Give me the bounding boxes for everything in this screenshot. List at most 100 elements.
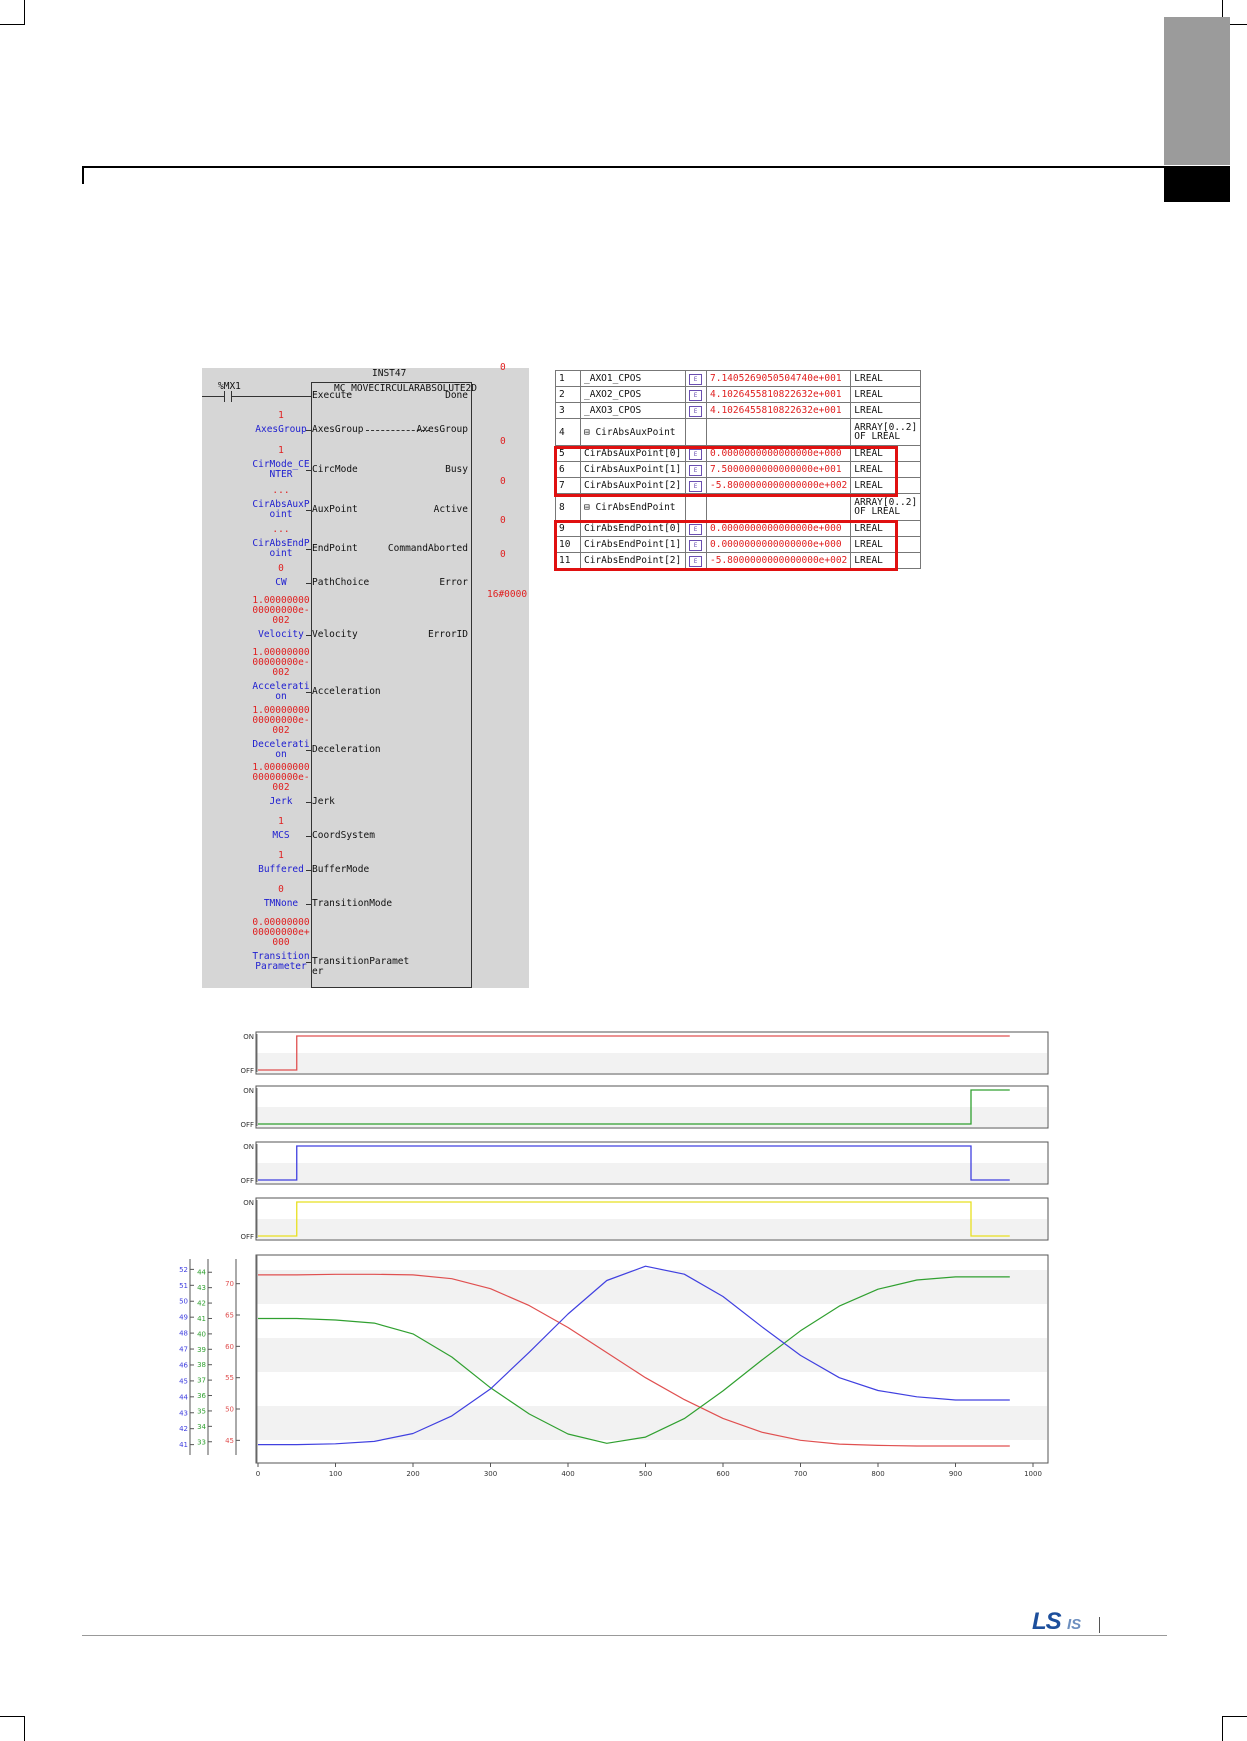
on-tick-label: ON [243,1087,254,1095]
fb-input-pin: TransitionParamet er [312,956,410,977]
table-row[interactable]: 3 _AXO3_CPOS E 4.1026455810822632e+001 LREAL [555,402,922,419]
x-tick-label: 600 [716,1470,729,1478]
row-number-cell: 3 [555,402,581,419]
fb-pin-tick [306,962,311,963]
analog-series-line [258,1273,1010,1447]
edit-icon[interactable]: E [689,523,702,535]
contact-symbol[interactable] [224,391,232,402]
edit-icon[interactable]: E [689,389,702,401]
fb-pin-tick [306,583,311,584]
y-tick-label: 44 [179,1393,188,1401]
logo-divider [1099,1617,1100,1633]
y-tick-label: 35 [197,1407,206,1415]
edit-icon[interactable]: E [689,464,702,476]
fb-input-variable: Velocity [258,629,304,640]
y-tick-label: 65 [225,1312,234,1320]
table-row[interactable]: 1 _AXO1_CPOS E 7.1405269050504740e+001 LREAL [555,370,922,387]
fb-output-pin: Error [439,577,468,588]
tag-cell: E [685,402,707,419]
value-cell: 4.1026455810822632e+001 [705,386,852,403]
tag-cell: E [685,520,707,537]
y-tick-label: 40 [197,1330,206,1338]
fb-output-value: 16#0000 [487,589,528,600]
y-tick-label: 51 [179,1282,188,1290]
fb-input-variable: CirAbsEndP oint [252,538,310,559]
y-tick-label: 38 [197,1361,206,1369]
fb-input-value: 1 [278,445,284,456]
edit-icon[interactable]: E [689,405,702,417]
digital-signal-line [258,1035,1010,1071]
panel-band [257,1053,1047,1073]
fb-pin-tick [306,470,311,471]
x-tick-label: 500 [639,1470,652,1478]
table-row[interactable]: 4 ⊟ CirAbsAuxPoint ARRAY[0..2] OF LREAL [555,418,922,446]
fb-output-pin: AxesGroup [416,424,468,435]
fb-input-pin: Velocity [312,629,358,640]
analog-series-line [258,1276,1010,1444]
fb-input-pin: BufferMode [312,864,370,875]
panel-band [257,1163,1047,1183]
y-tick-label: 42 [197,1300,206,1308]
function-block-box [311,382,472,988]
tag-cell: E [685,386,707,403]
panel-band [257,1219,1047,1239]
fb-pin-tick [306,635,311,636]
off-tick-label: OFF [240,1177,254,1185]
fb-input-variable: AxesGroup [255,424,307,435]
fb-input-value: ... [272,524,290,535]
value-cell [705,418,852,446]
variable-name-cell: _AXO3_CPOS [580,402,686,419]
fb-pin-tick [306,904,311,905]
axesgroup-link [366,430,430,431]
y-tick-label: 46 [179,1361,188,1369]
highlight-box-end [554,520,898,571]
fb-input-value: 0 [278,563,284,574]
x-tick-label: 300 [484,1470,497,1478]
crop-mark [24,0,25,25]
fb-input-variable: MCS [272,830,290,841]
fb-pin-tick [306,510,311,511]
edit-icon[interactable]: E [689,448,702,460]
edit-icon[interactable]: E [689,373,702,385]
fb-input-pin: PathChoice [312,577,370,588]
on-tick-label: ON [243,1143,254,1151]
row-number-cell: 2 [555,386,581,403]
type-cell: LREAL [850,386,922,403]
y-tick-label: 47 [179,1346,188,1354]
function-block-panel [202,368,529,988]
fb-output-pin: Busy [445,464,468,475]
fb-input-value: 1.00000000 00000000e- 002 [252,705,310,736]
fb-input-value: ... [272,485,290,496]
off-tick-label: OFF [240,1121,254,1129]
header-rule-tick [82,166,84,184]
fb-output-pin: Active [433,504,468,515]
edit-icon[interactable]: E [689,480,702,492]
fb-type-name: MC_MOVECIRCULARABSOLUTE2D [334,383,477,394]
off-tick-label: OFF [240,1233,254,1241]
edit-icon[interactable]: E [689,555,702,567]
variable-name-cell: _AXO1_CPOS [580,370,686,387]
y-tick-label: 48 [179,1330,188,1338]
table-row[interactable]: 5 CirAbsAuxPoint[0] E 0.0000000000000000e+0… [555,445,922,462]
value-cell: 4.1026455810822632e+001 [705,402,852,419]
table-row[interactable]: 8 ⊟ CirAbsEndPoint ARRAY[0..2] OF LREAL [555,493,922,521]
panel-band [257,1107,1047,1127]
table-row[interactable]: 2 _AXO2_CPOS E 4.1026455810822632e+001 LREAL [555,386,922,403]
y-tick-label: 70 [225,1280,234,1288]
edit-icon[interactable]: E [689,539,702,551]
tag-cell: E [685,536,707,553]
fb-input-value: 1 [278,850,284,861]
fb-input-value: 1 [278,816,284,827]
fb-input-value: 1.00000000 00000000e- 002 [252,762,310,793]
fb-output-value: 0 [500,362,506,373]
y-tick-label: 41 [179,1441,188,1449]
x-tick-label: 400 [561,1470,574,1478]
y-tick-label: 39 [197,1346,206,1354]
y-tick-label: 50 [225,1406,234,1414]
fb-output-pin: CommandAborted [387,543,468,554]
fb-input-value: 1.00000000 00000000e- 002 [252,595,310,626]
y-tick-label: 50 [179,1298,188,1306]
variable-name-cell: ⊟ CirAbsAuxPoint [580,418,686,446]
fb-input-pin: Execute [312,390,353,401]
panel-band [257,1270,1047,1304]
